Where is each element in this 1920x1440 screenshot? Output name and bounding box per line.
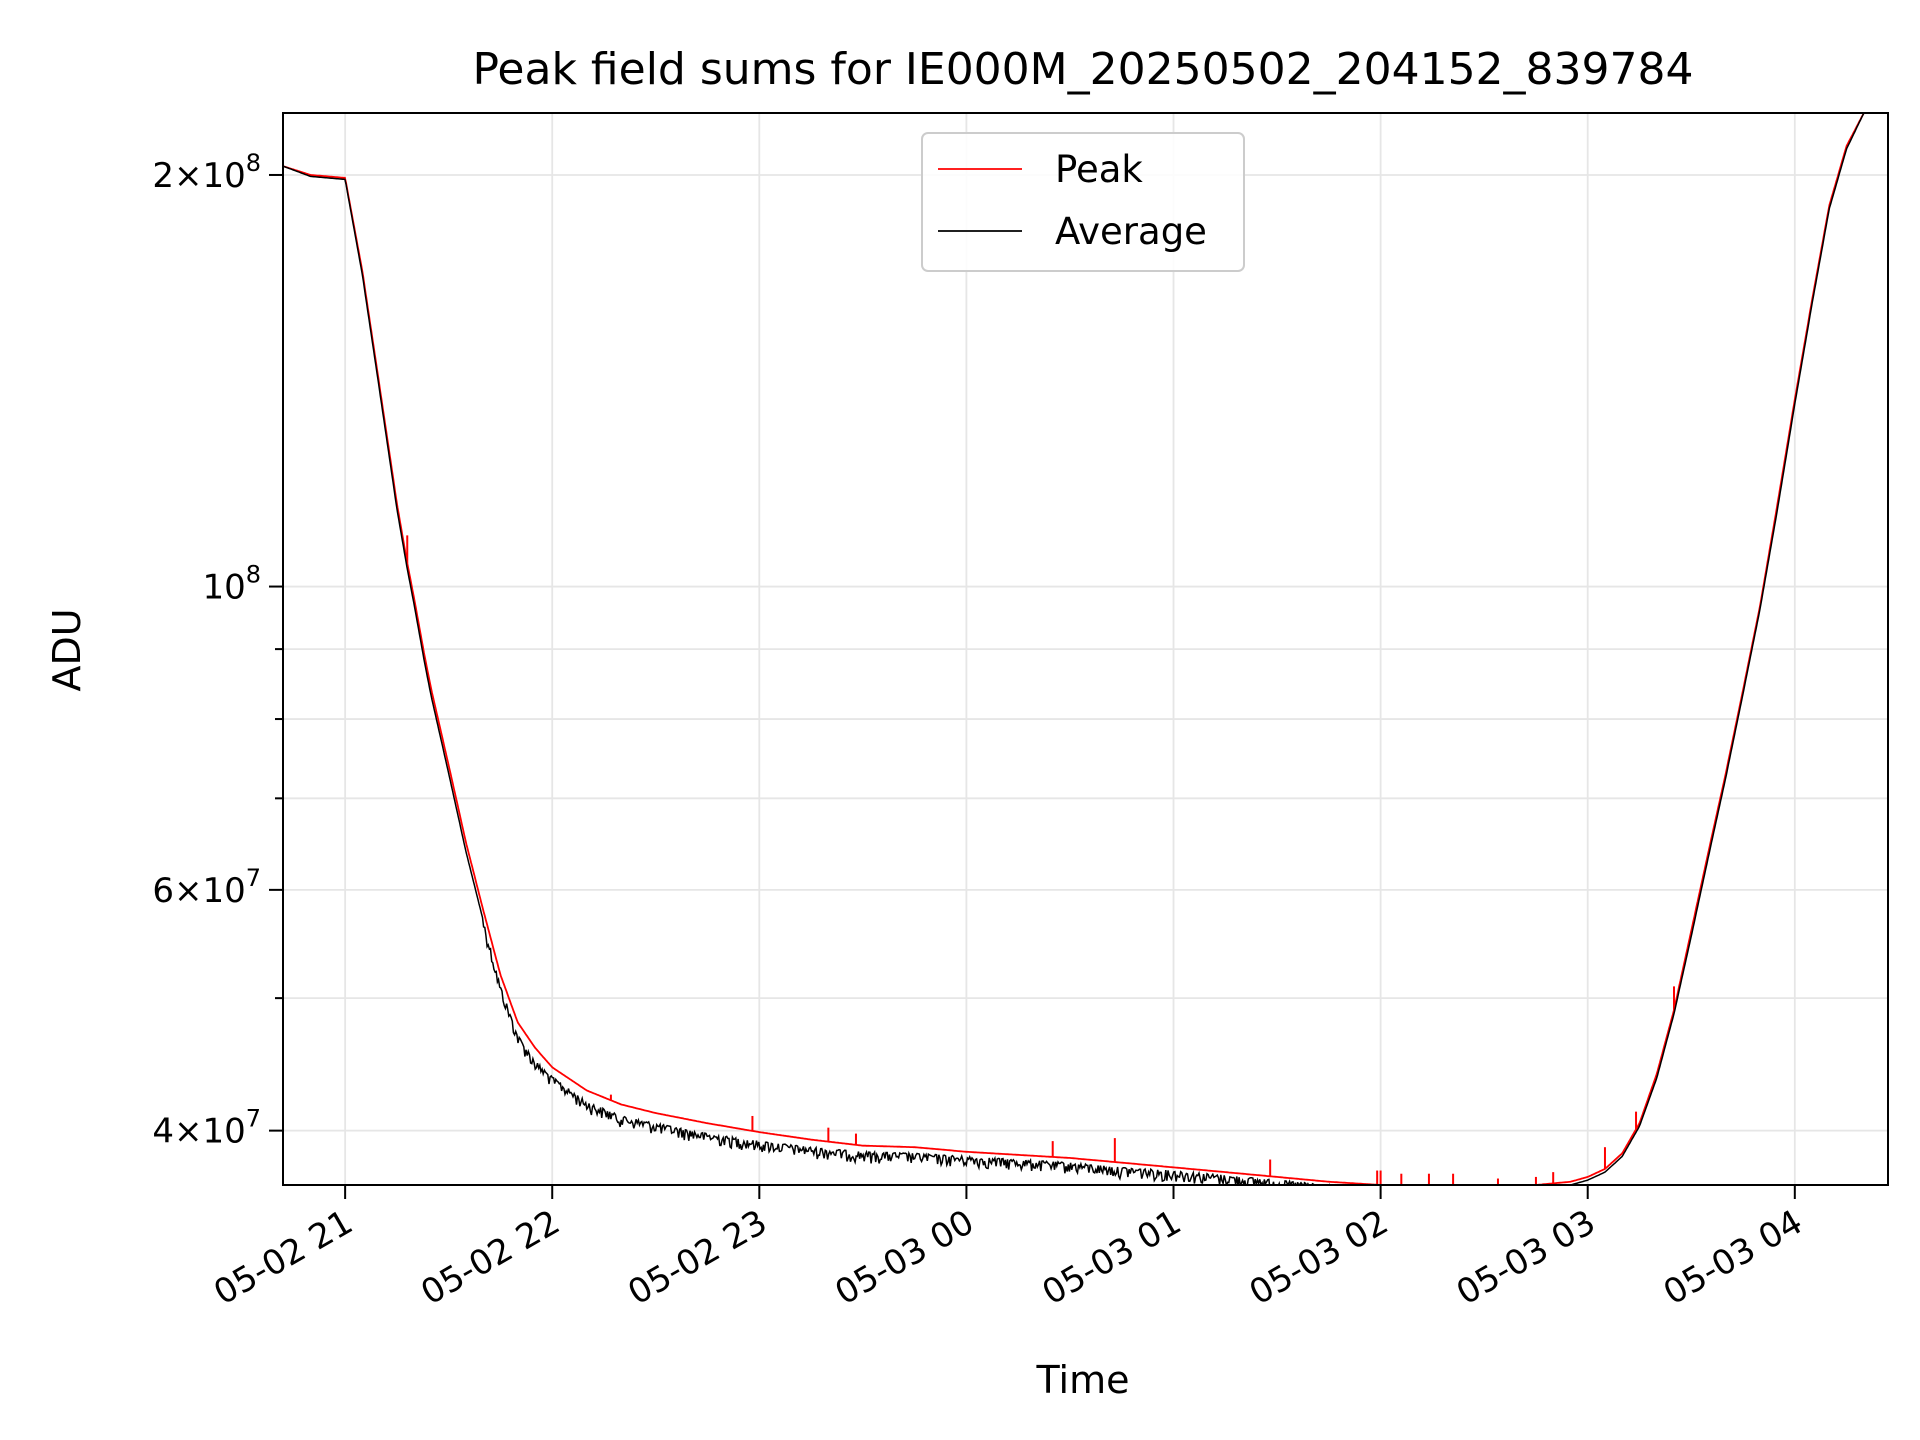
x-tick-label: 05-02 21 bbox=[207, 1202, 359, 1313]
y-tick-base: 10 bbox=[202, 568, 245, 608]
y-tick-base: 6×10 bbox=[152, 871, 245, 911]
x-tick-label: 05-03 02 bbox=[1243, 1202, 1395, 1313]
y-tick-base: 4×10 bbox=[152, 1112, 245, 1152]
x-tick-label: 05-03 03 bbox=[1450, 1202, 1602, 1313]
grid bbox=[283, 113, 1888, 1185]
plot-lines bbox=[283, 113, 1888, 1185]
ticks: 05-02 21 05-02 22 05-02 23 05-03 00 05-03 01… bbox=[152, 149, 1809, 1313]
x-axis-label: Time bbox=[1036, 1358, 1130, 1402]
chart-title: Peak field sums for IE000M_20250502_2041… bbox=[472, 44, 1693, 95]
y-axis-label: ADU bbox=[45, 608, 89, 691]
y-tick-exponent: 8 bbox=[246, 561, 261, 589]
legend: Peak Average bbox=[921, 132, 1245, 272]
y-tick-label: 6×107 bbox=[152, 864, 261, 911]
x-tick-label: 05-03 00 bbox=[829, 1202, 981, 1313]
y-tick-label: 108 bbox=[202, 561, 261, 608]
legend-label-average: Average bbox=[1055, 210, 1207, 253]
x-tick-label: 05-02 22 bbox=[414, 1202, 566, 1313]
x-tick-label: 05-02 23 bbox=[621, 1202, 773, 1313]
legend-label-peak: Peak bbox=[1055, 148, 1143, 191]
y-tick-exponent: 8 bbox=[246, 149, 261, 177]
y-tick-label: 4×107 bbox=[152, 1105, 261, 1152]
x-tick-label: 05-03 04 bbox=[1657, 1202, 1809, 1313]
y-tick-exponent: 7 bbox=[246, 864, 261, 892]
legend-box bbox=[921, 132, 1245, 272]
y-tick-base: 2×10 bbox=[152, 156, 245, 196]
series-line-average bbox=[283, 113, 1888, 1185]
y-tick-exponent: 7 bbox=[246, 1105, 261, 1133]
y-tick-label: 2×108 bbox=[152, 149, 261, 196]
x-tick-label: 05-03 01 bbox=[1036, 1202, 1188, 1313]
series-line-peak bbox=[283, 113, 1888, 1185]
